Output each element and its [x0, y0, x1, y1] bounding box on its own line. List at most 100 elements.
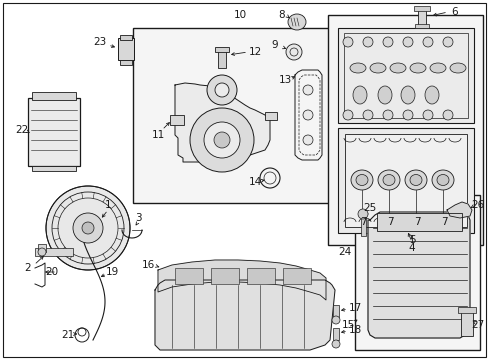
- Ellipse shape: [424, 86, 438, 104]
- Bar: [332, 305, 338, 317]
- Polygon shape: [158, 260, 325, 300]
- Circle shape: [342, 110, 352, 120]
- Text: 7: 7: [413, 217, 420, 227]
- Text: 2: 2: [24, 263, 31, 273]
- Circle shape: [357, 209, 367, 219]
- Bar: [327, 15, 482, 245]
- Bar: [376, 213, 461, 231]
- Text: 23: 23: [93, 37, 106, 47]
- Ellipse shape: [377, 170, 399, 190]
- Text: 17: 17: [347, 303, 361, 313]
- Bar: [218, 50, 225, 68]
- Ellipse shape: [377, 86, 391, 104]
- Circle shape: [285, 44, 302, 60]
- Circle shape: [331, 340, 339, 348]
- Circle shape: [190, 108, 253, 172]
- Ellipse shape: [355, 175, 367, 185]
- Bar: [133, 28, 352, 203]
- Ellipse shape: [382, 175, 394, 185]
- Circle shape: [422, 110, 432, 120]
- Bar: [35, 248, 73, 256]
- Ellipse shape: [436, 175, 448, 185]
- Circle shape: [402, 37, 412, 47]
- Polygon shape: [175, 83, 269, 162]
- Bar: [215, 47, 228, 52]
- Text: 10: 10: [233, 10, 246, 20]
- Ellipse shape: [287, 14, 305, 30]
- Ellipse shape: [350, 170, 372, 190]
- Polygon shape: [367, 212, 469, 338]
- Text: 12: 12: [248, 47, 261, 57]
- Text: 1: 1: [104, 200, 111, 210]
- Bar: [175, 268, 203, 284]
- Text: 26: 26: [470, 200, 484, 210]
- Bar: [417, 8, 425, 26]
- Text: 4: 4: [408, 243, 414, 253]
- Bar: [337, 128, 473, 233]
- Circle shape: [73, 213, 103, 243]
- Text: 14: 14: [248, 177, 261, 187]
- Bar: [283, 268, 310, 284]
- Bar: [32, 92, 76, 100]
- Text: 11: 11: [151, 130, 164, 140]
- Circle shape: [442, 37, 452, 47]
- Bar: [38, 244, 46, 252]
- Circle shape: [331, 316, 339, 324]
- Bar: [460, 310, 472, 336]
- Bar: [120, 35, 132, 40]
- Text: 21: 21: [61, 330, 75, 340]
- Text: 22: 22: [15, 125, 29, 135]
- Text: 6: 6: [451, 7, 457, 17]
- Bar: [118, 38, 134, 60]
- Bar: [354, 195, 479, 350]
- Bar: [264, 112, 276, 120]
- Circle shape: [303, 110, 312, 120]
- Circle shape: [362, 110, 372, 120]
- Ellipse shape: [449, 63, 465, 73]
- Circle shape: [382, 110, 392, 120]
- Ellipse shape: [409, 63, 425, 73]
- Text: 20: 20: [45, 267, 59, 277]
- Circle shape: [422, 37, 432, 47]
- Bar: [457, 307, 475, 313]
- Ellipse shape: [429, 63, 445, 73]
- Bar: [28, 98, 80, 166]
- Text: 15: 15: [341, 320, 354, 330]
- Bar: [337, 28, 473, 123]
- Circle shape: [203, 122, 240, 158]
- Circle shape: [303, 135, 312, 145]
- Ellipse shape: [352, 86, 366, 104]
- Ellipse shape: [389, 63, 405, 73]
- Bar: [32, 166, 76, 171]
- Circle shape: [215, 83, 228, 97]
- Text: 7: 7: [386, 217, 392, 227]
- Text: 3: 3: [134, 213, 141, 223]
- Bar: [345, 134, 466, 227]
- Text: 18: 18: [347, 325, 361, 335]
- Circle shape: [342, 37, 352, 47]
- Text: 7: 7: [359, 217, 366, 227]
- Circle shape: [46, 186, 130, 270]
- Circle shape: [82, 222, 94, 234]
- Bar: [360, 218, 365, 236]
- Text: 25: 25: [363, 203, 376, 213]
- Ellipse shape: [400, 86, 414, 104]
- Ellipse shape: [349, 63, 365, 73]
- Circle shape: [206, 75, 237, 105]
- Circle shape: [214, 132, 229, 148]
- Text: 8: 8: [278, 10, 285, 20]
- Bar: [413, 6, 429, 11]
- Text: 5: 5: [408, 235, 414, 245]
- Polygon shape: [155, 280, 334, 350]
- Bar: [170, 115, 183, 125]
- Polygon shape: [446, 202, 471, 218]
- Text: 19: 19: [105, 267, 119, 277]
- Circle shape: [303, 85, 312, 95]
- Ellipse shape: [404, 170, 426, 190]
- Text: 24: 24: [338, 247, 351, 257]
- Text: 16: 16: [141, 260, 154, 270]
- Text: 9: 9: [271, 40, 278, 50]
- Circle shape: [442, 110, 452, 120]
- Text: 13: 13: [278, 75, 291, 85]
- Bar: [414, 24, 428, 28]
